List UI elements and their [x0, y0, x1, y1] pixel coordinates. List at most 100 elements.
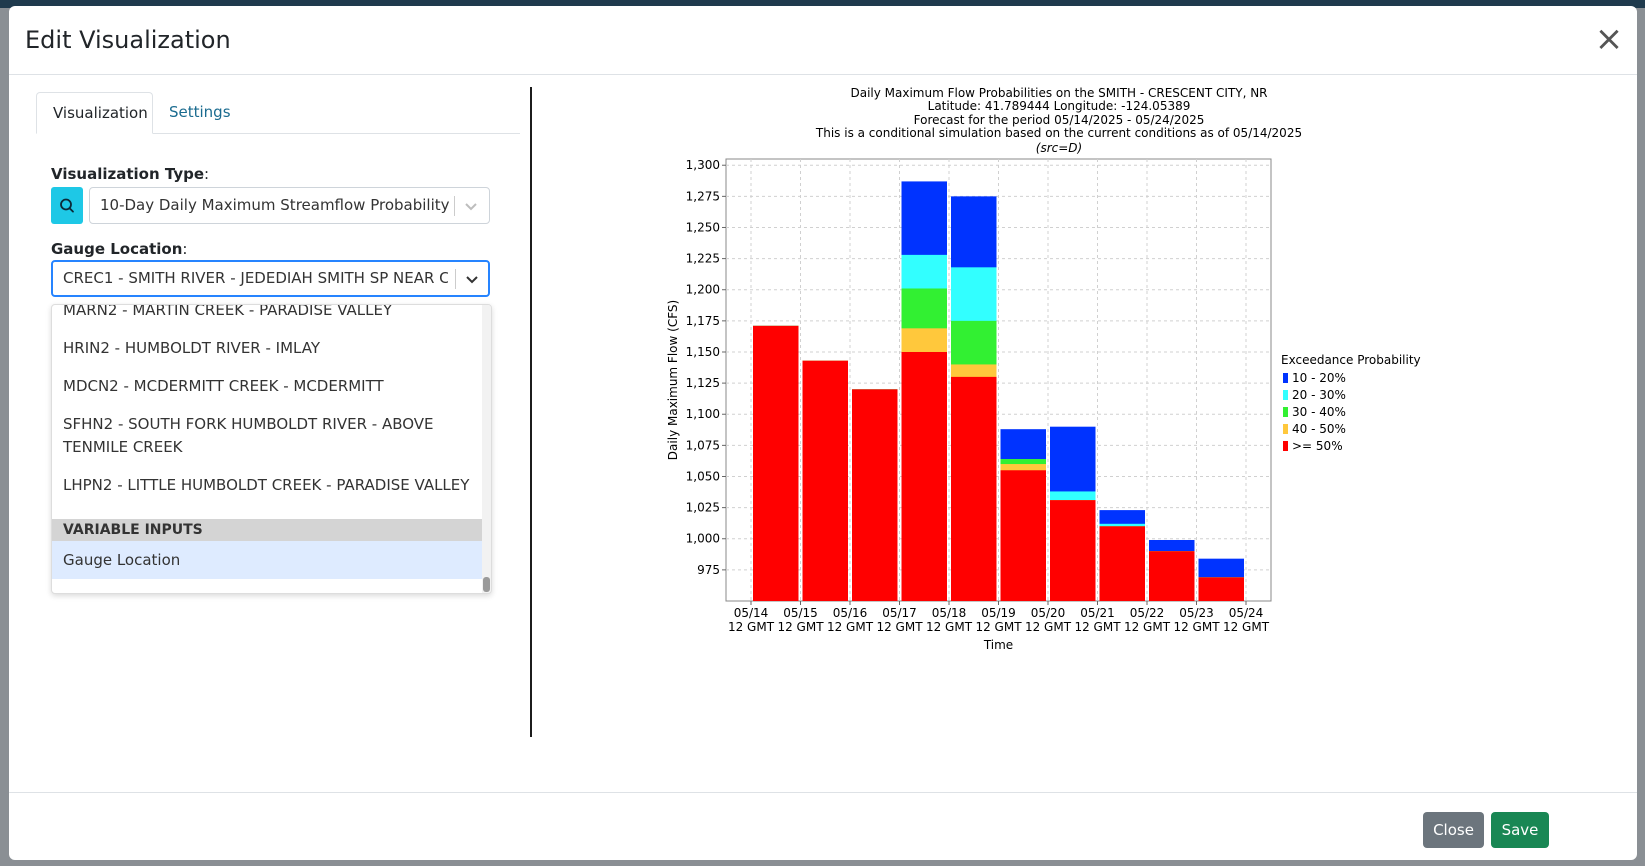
gauge-location-label-text: Gauge Location	[51, 240, 183, 258]
x-tick-label: 12 GMT	[1223, 620, 1270, 634]
select-separator	[455, 269, 456, 289]
gauge-location-menu: MARN2 - MARTIN CREEK - PARADISE VALLEY H…	[51, 304, 492, 594]
close-button[interactable]: Close	[1423, 812, 1484, 848]
select-separator	[454, 196, 455, 216]
menu-option[interactable]: SFHN2 - SOUTH FORK HUMBOLDT RIVER - ABOV…	[63, 415, 434, 456]
x-tick-label: 05/20	[1031, 606, 1066, 620]
y-tick-label: 975	[697, 563, 720, 577]
visualization-type-select[interactable]: 10-Day Daily Maximum Streamflow Probabil…	[89, 187, 490, 224]
chart-bar	[802, 360, 848, 601]
gauge-location-select[interactable]: CREC1 - SMITH RIVER - JEDEDIAH SMITH SP …	[51, 260, 490, 297]
x-tick-label: 12 GMT	[876, 620, 923, 634]
chart-bar	[1099, 526, 1145, 601]
chart-bar	[852, 389, 898, 601]
chart-bar	[901, 351, 947, 601]
chart-title-line-2: Latitude: 41.789444 Longitude: -124.0538…	[927, 99, 1191, 113]
x-tick-label: 12 GMT	[1173, 620, 1220, 634]
legend-swatch	[1283, 407, 1288, 417]
left-panel: Visualization Settings Visualization Typ…	[36, 92, 520, 772]
legend-title: Exceedance Probability	[1281, 353, 1421, 367]
x-tick-label: 12 GMT	[1025, 620, 1072, 634]
x-tick-label: 05/24	[1229, 606, 1264, 620]
chevron-down-icon[interactable]	[462, 197, 480, 215]
legend-label: 30 - 40%	[1292, 405, 1346, 419]
x-tick-label: 05/18	[932, 606, 967, 620]
x-tick-label: 05/17	[882, 606, 917, 620]
menu-option[interactable]: MARN2 - MARTIN CREEK - PARADISE VALLEY	[63, 304, 393, 319]
x-axis-label: Time	[983, 638, 1013, 652]
x-tick-label: 12 GMT	[827, 620, 874, 634]
y-tick-label: 1,025	[686, 501, 720, 515]
chart-bar	[951, 376, 997, 601]
legend-swatch	[1283, 373, 1288, 383]
legend-swatch	[1283, 441, 1288, 451]
x-tick-label: 12 GMT	[1124, 620, 1171, 634]
save-button[interactable]: Save	[1491, 812, 1549, 848]
y-tick-label: 1,300	[686, 158, 720, 172]
visualization-type-label-text: Visualization Type	[51, 165, 205, 183]
y-tick-label: 1,250	[686, 220, 720, 234]
legend-label: 40 - 50%	[1292, 422, 1346, 436]
x-tick-label: 12 GMT	[1074, 620, 1121, 634]
chart-svg: 975 1,000 1,025 1,050 1,075 1,100 1,125 1,150 1,…	[666, 158, 1421, 652]
x-tick-label: 12 GMT	[926, 620, 973, 634]
y-tick-label: 1,275	[686, 189, 720, 203]
chart-bar	[1000, 470, 1046, 601]
y-tick-label: 1,150	[686, 345, 720, 359]
modal-title: Edit Visualization	[25, 26, 231, 54]
x-tick-label: 12 GMT	[975, 620, 1022, 634]
menu-scrollbar[interactable]	[482, 305, 491, 593]
x-tick-label: 05/22	[1130, 606, 1165, 620]
menu-option[interactable]: HRIN2 - HUMBOLDT RIVER - IMLAY	[63, 339, 320, 357]
chevron-down-icon[interactable]	[463, 270, 481, 288]
gauge-location-value: CREC1 - SMITH RIVER - JEDEDIAH SMITH SP …	[63, 269, 448, 287]
chart-bar	[753, 325, 799, 601]
tab-settings[interactable]: Settings	[169, 103, 231, 121]
search-icon	[60, 198, 74, 213]
gauge-location-label: Gauge Location:	[51, 240, 188, 258]
y-tick-label: 1,000	[686, 532, 720, 546]
menu-option[interactable]: LHPN2 - LITTLE HUMBOLDT CREEK - PARADISE…	[63, 476, 470, 494]
tab-visualization[interactable]: Visualization	[36, 92, 153, 134]
x-tick-label: 05/14	[734, 606, 769, 620]
search-button[interactable]	[51, 187, 83, 224]
legend-label: 10 - 20%	[1292, 371, 1346, 385]
y-tick-label: 1,100	[686, 407, 720, 421]
chart-title-line-1: Daily Maximum Flow Probabilities on the …	[850, 86, 1268, 100]
visualization-type-value: 10-Day Daily Maximum Streamflow Probabil…	[100, 196, 450, 214]
y-tick-label: 1,075	[686, 438, 720, 452]
tab-bar: Visualization Settings	[36, 92, 520, 134]
x-tick-label: 05/16	[833, 606, 868, 620]
y-tick-label: 1,225	[686, 252, 720, 266]
panel-divider	[530, 87, 532, 737]
y-axis-label: Daily Maximum Flow (CFS)	[666, 300, 680, 460]
menu-option[interactable]: MDCN2 - MCDERMITT CREEK - MCDERMITT	[63, 377, 384, 395]
modal-header: Edit Visualization ×	[9, 6, 1637, 75]
x-tick-label: 05/19	[981, 606, 1016, 620]
chart-bar	[1198, 577, 1244, 601]
menu-scrollbar-thumb[interactable]	[483, 577, 490, 592]
menu-option-selected[interactable]: Gauge Location	[52, 541, 483, 579]
x-tick-label: 12 GMT	[728, 620, 775, 634]
chart-title-line-4: This is a conditional simulation based o…	[815, 126, 1303, 140]
legend-swatch	[1283, 424, 1288, 434]
x-tick-label: 05/23	[1179, 606, 1214, 620]
page-backdrop	[0, 0, 1645, 8]
chart-panel: Daily Maximum Flow Probabilities on the …	[629, 86, 1489, 686]
chart-subtitle: (src=D)	[1035, 141, 1083, 155]
edit-visualization-modal: Edit Visualization × Visualization Setti…	[9, 6, 1637, 860]
chart-title-line-3: Forecast for the period 05/14/2025 - 05/…	[913, 113, 1205, 127]
visualization-type-label: Visualization Type:	[51, 165, 210, 183]
legend-swatch	[1283, 390, 1288, 400]
x-tick-label: 12 GMT	[777, 620, 824, 634]
y-tick-label: 1,175	[686, 314, 720, 328]
y-tick-label: 1,125	[686, 376, 720, 390]
y-tick-label: 1,200	[686, 283, 720, 297]
chart-bar	[1149, 551, 1195, 601]
legend-label: 20 - 30%	[1292, 388, 1346, 402]
close-icon[interactable]: ×	[1594, 19, 1624, 59]
y-tick-label: 1,050	[686, 469, 720, 483]
x-tick-label: 05/15	[783, 606, 818, 620]
legend-label: >= 50%	[1292, 439, 1343, 453]
x-tick-label: 05/21	[1080, 606, 1115, 620]
